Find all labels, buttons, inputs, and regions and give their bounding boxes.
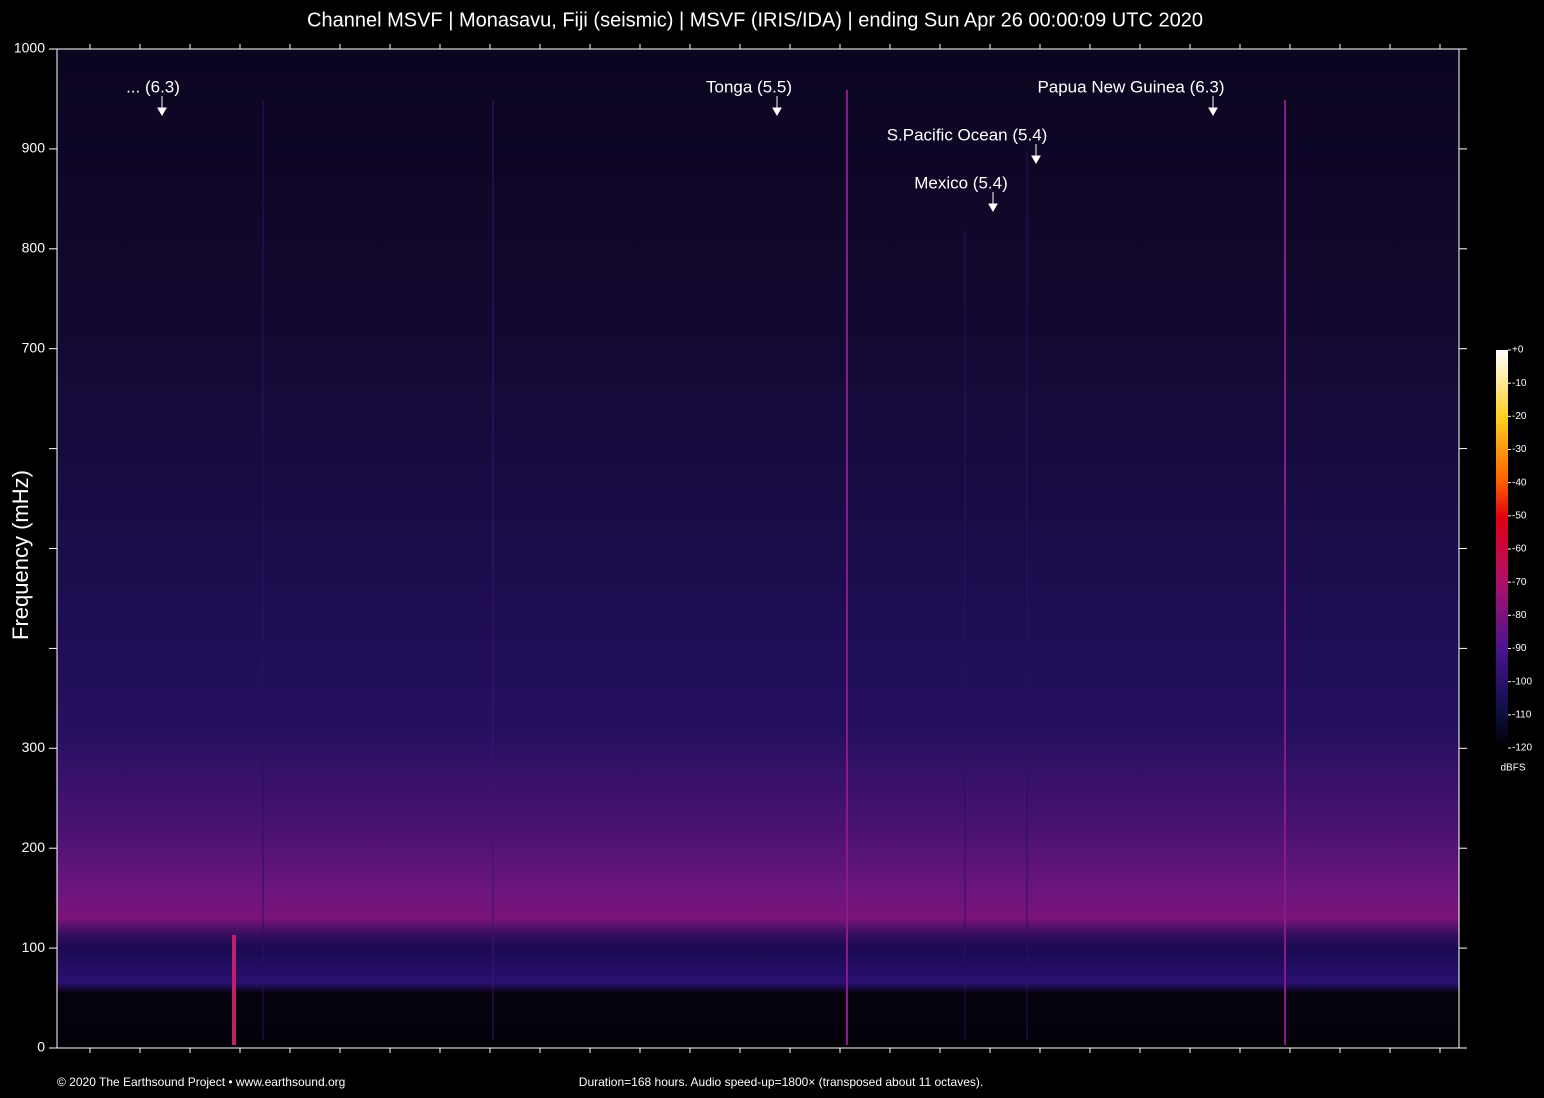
- colorbar-tick-label: -100: [1512, 676, 1532, 687]
- y-tick-label: 300: [22, 739, 46, 755]
- colorbar-tick-label: -110: [1512, 709, 1532, 720]
- annotation: Papua New Guinea (6.3): [1037, 77, 1224, 96]
- y-tick-label: 200: [22, 839, 46, 855]
- chart-title: Channel MSVF | Monasavu, Fiji (seismic) …: [307, 9, 1203, 31]
- colorbar-tick-label: -20: [1512, 411, 1527, 422]
- colorbar-tick-label: -60: [1512, 544, 1527, 555]
- event-streaks: [232, 90, 1286, 1045]
- spectrogram: [57, 49, 1459, 1048]
- colorbar: [1496, 350, 1508, 748]
- colorbar-tick-label: -70: [1512, 577, 1527, 588]
- colorbar-tick-label: -10: [1512, 378, 1527, 389]
- colorbar-tick-label: -40: [1512, 477, 1527, 488]
- annotation: ... (6.3): [126, 77, 180, 96]
- footer-note: Duration=168 hours. Audio speed-up=1800×…: [579, 1075, 983, 1089]
- footer-credit: © 2020 The Earthsound Project • www.eart…: [57, 1075, 345, 1089]
- colorbar-label: dBFS: [1500, 763, 1525, 774]
- colorbar-tick-label: +0: [1512, 345, 1524, 356]
- annotation: S.Pacific Ocean (5.4): [887, 125, 1048, 144]
- colorbar-tick-label: -120: [1512, 743, 1532, 754]
- colorbar-tick-label: -50: [1512, 510, 1527, 521]
- y-tick-label: 1000: [14, 40, 45, 56]
- annotation: Mexico (5.4): [914, 173, 1008, 192]
- annotation-arrows: [157, 96, 1218, 213]
- y-tick-label: 800: [22, 240, 46, 256]
- y-axis-label: Frequency (mHz): [8, 470, 33, 640]
- y-tick-label: 0: [37, 1039, 45, 1055]
- colorbar-tick-label: -90: [1512, 643, 1527, 654]
- y-tick-label: 100: [22, 939, 46, 955]
- annotation: Tonga (5.5): [706, 77, 792, 96]
- colorbar-tick-label: -80: [1512, 610, 1527, 621]
- y-tick-label: 700: [22, 339, 46, 355]
- colorbar-tick-label: -30: [1512, 444, 1527, 455]
- y-tick-label: 900: [22, 140, 46, 156]
- x-minor-ticks: [89, 44, 1441, 1053]
